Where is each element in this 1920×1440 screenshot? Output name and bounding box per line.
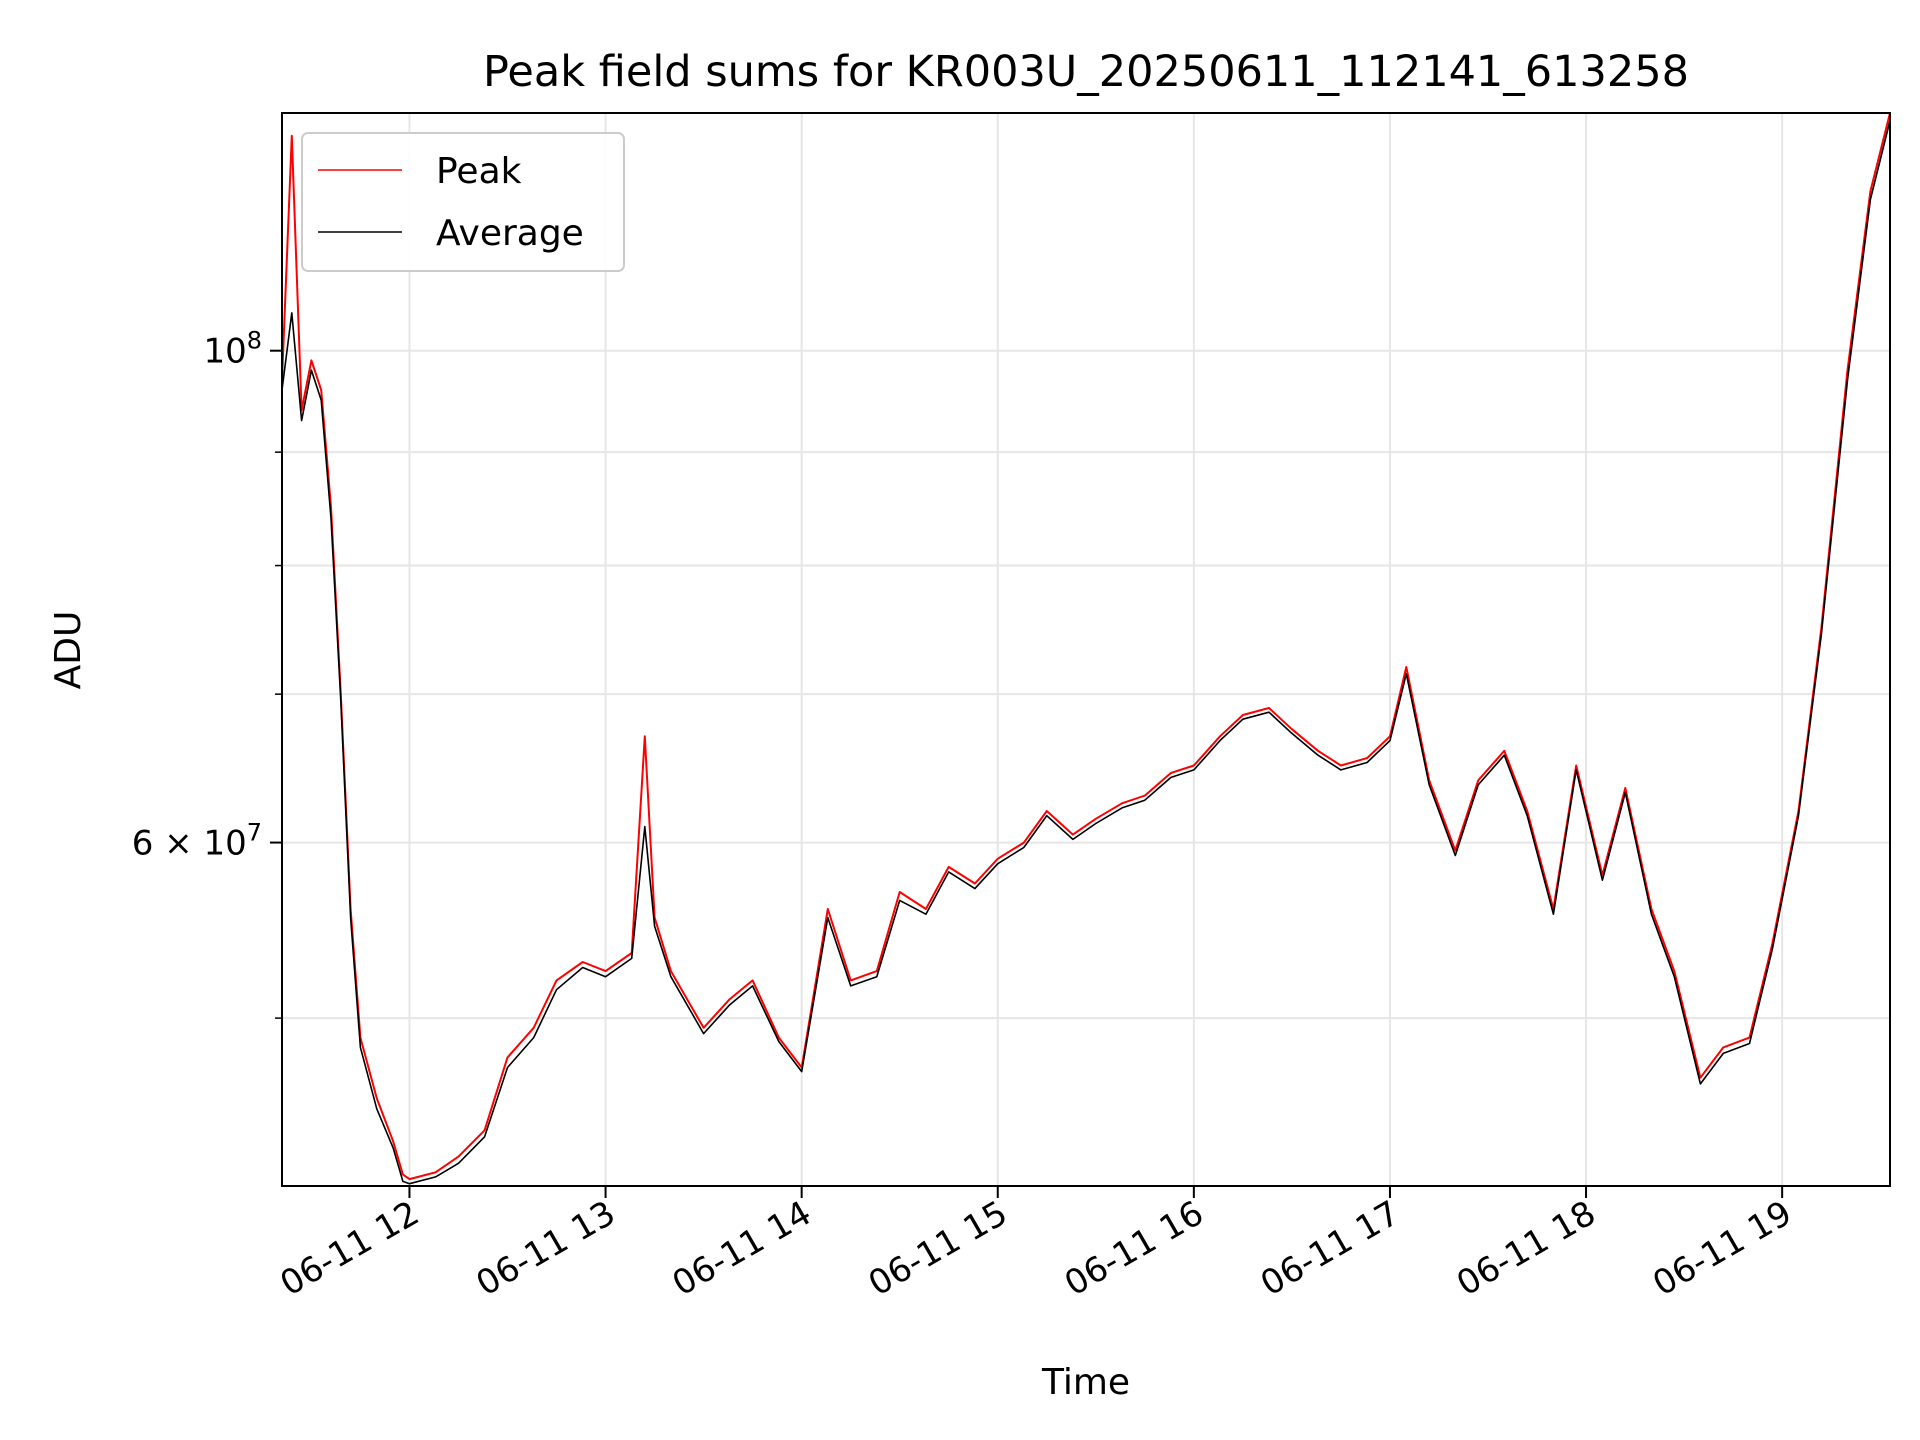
- legend-box: [301, 132, 625, 272]
- x-tick-label: 06-11 15: [862, 1193, 1014, 1304]
- plot-frame: [281, 112, 1891, 1187]
- x-tick-label: 06-11 16: [1058, 1193, 1210, 1304]
- y-tick-label: 6 × 107: [132, 819, 262, 864]
- legend-label-average: Average: [436, 213, 584, 254]
- x-tick-label: 06-11 12: [274, 1193, 426, 1304]
- chart-title: Peak field sums for KR003U_20250611_1121…: [483, 47, 1689, 97]
- x-tick-label: 06-11 19: [1646, 1193, 1798, 1304]
- legend: Peak Average: [301, 132, 625, 272]
- x-axis-label: Time: [1041, 1362, 1130, 1403]
- x-tick-label: 06-11 17: [1254, 1193, 1406, 1304]
- x-tick-label: 06-11 13: [470, 1193, 622, 1304]
- y-tick-label: 108: [203, 327, 262, 372]
- legend-label-peak: Peak: [436, 151, 522, 192]
- x-tick-label: 06-11 18: [1450, 1193, 1602, 1304]
- grid-layer: [282, 113, 1890, 1186]
- y-axis-label: ADU: [48, 611, 89, 690]
- series-layer: [281, 112, 1891, 1185]
- tick-layer: 06-11 12 06-11 13 06-11 14 06-11 15 06-11 16…: [132, 327, 1799, 1305]
- series-line-peak: [281, 112, 1891, 1181]
- series-line-average: [281, 120, 1891, 1185]
- x-tick-label: 06-11 14: [666, 1193, 818, 1304]
